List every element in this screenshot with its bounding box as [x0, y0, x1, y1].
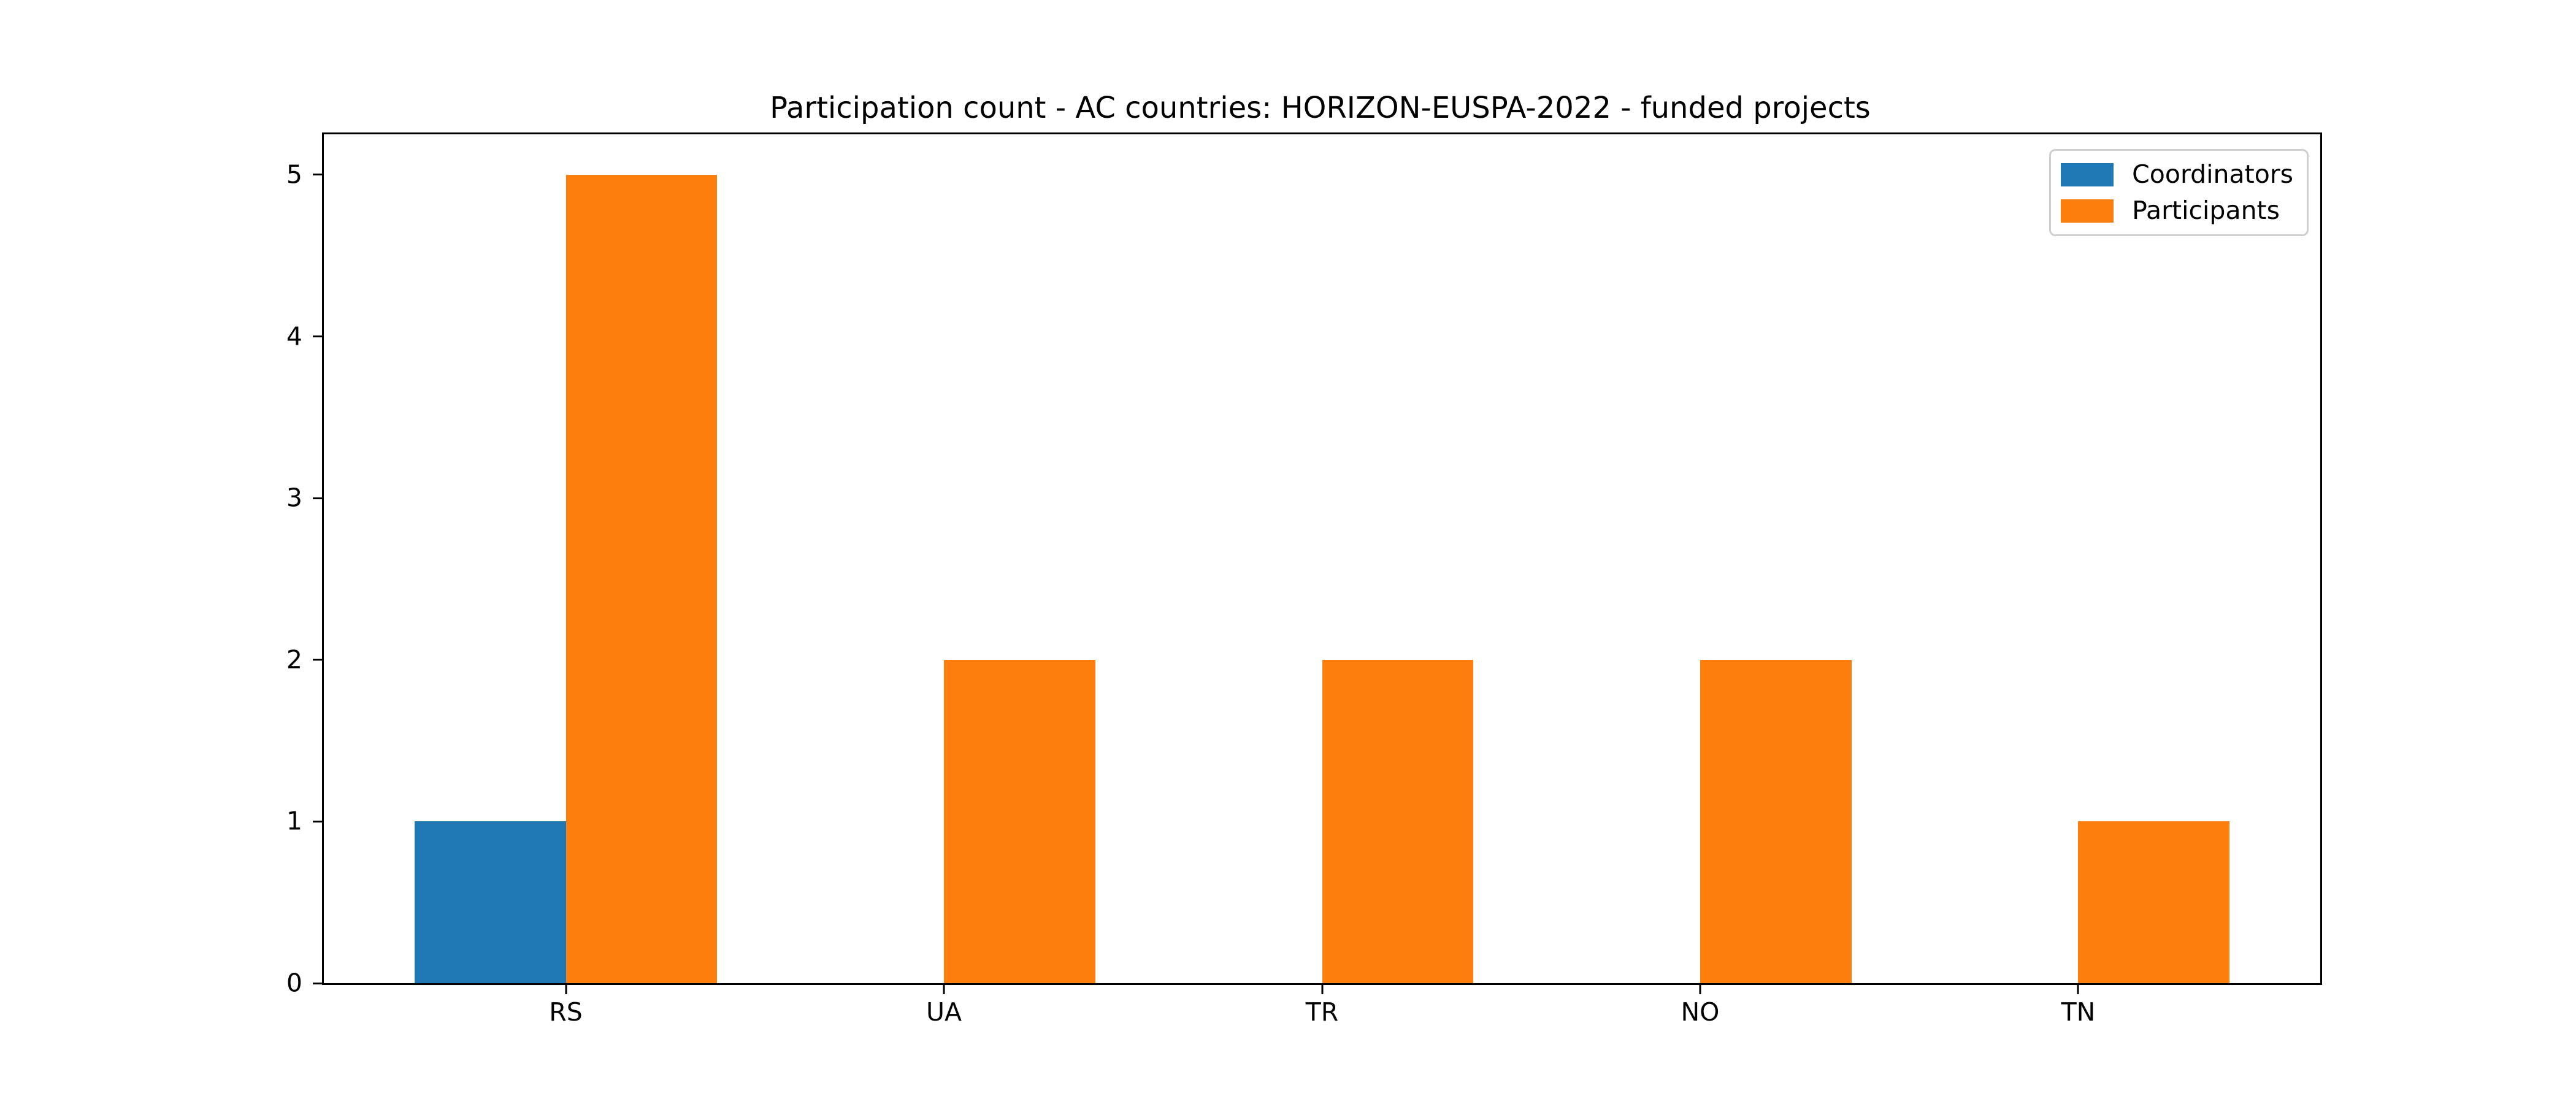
y-axis-tick-label: 2: [286, 645, 302, 675]
legend-swatch-participants: [2061, 199, 2114, 223]
plot-area: 0 1 2 3 4 5 RS UA TR NO TN Coordinators Participants: [286, 132, 2322, 1025]
y-axis-tick: [313, 497, 322, 499]
y-axis-tick-label: 5: [286, 159, 302, 190]
legend-item: Participants: [2061, 196, 2293, 225]
x-axis-tick-label: TR: [1305, 997, 1339, 1027]
x-axis-tick-label: TN: [2061, 997, 2096, 1027]
y-axis-tick: [313, 174, 322, 176]
y-axis-tick: [313, 659, 322, 661]
x-axis-tick-label: RS: [549, 997, 583, 1027]
chart-title: Participation count - AC countries: HORI…: [770, 91, 1871, 125]
y-axis-tick: [313, 982, 322, 984]
bar-participants-no: [1700, 659, 1852, 983]
legend-item: Coordinators: [2061, 159, 2293, 189]
y-axis-tick-label: 1: [286, 806, 302, 836]
bar-participants-ua: [944, 659, 1095, 983]
legend: Coordinators Participants: [2049, 149, 2309, 237]
y-axis-tick-label: 3: [286, 483, 302, 513]
legend-label: Participants: [2132, 196, 2280, 226]
x-axis-tick: [565, 985, 567, 994]
x-axis-tick-label: UA: [926, 997, 962, 1027]
y-axis-tick-label: 0: [286, 968, 302, 998]
bar-participants-tr: [1322, 659, 1474, 983]
bar-participants-rs: [565, 174, 718, 983]
x-axis-tick-label: NO: [1681, 997, 1720, 1027]
x-axis-tick: [1699, 985, 1701, 994]
bar-coordinators-rs: [414, 821, 566, 983]
legend-swatch-coordinators: [2061, 163, 2114, 186]
y-axis-tick: [313, 335, 322, 338]
x-axis-tick: [943, 985, 945, 994]
x-axis-tick: [2077, 985, 2079, 994]
bar-participants-tn: [2078, 821, 2230, 983]
legend-label: Coordinators: [2132, 159, 2293, 189]
y-axis-tick: [313, 820, 322, 822]
x-axis-tick: [1321, 985, 1323, 994]
y-axis-tick-label: 4: [286, 321, 302, 351]
